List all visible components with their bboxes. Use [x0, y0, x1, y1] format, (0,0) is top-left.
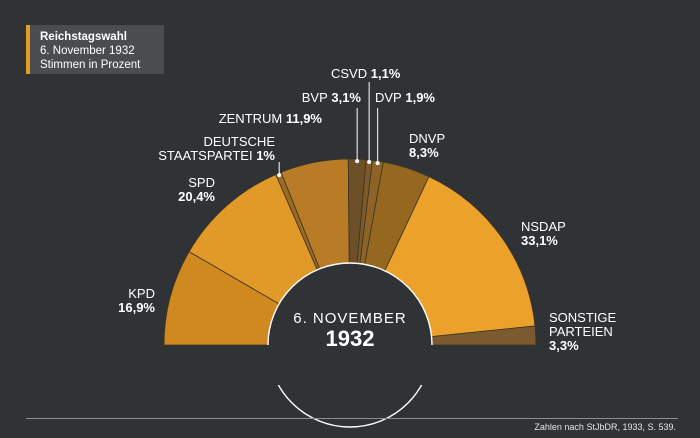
leader-dot-dstp [277, 173, 282, 178]
center-mask [262, 345, 438, 385]
label-bvp: BVP 3,1% [302, 90, 362, 105]
party-name-sonstige: SONSTIGE [549, 310, 617, 325]
label-line: 3,3% [549, 338, 579, 353]
label-line: STAATSPARTEI 1% [158, 148, 275, 163]
label-line: CSVD 1,1% [331, 66, 401, 81]
center-year-label: 1932 [326, 326, 375, 351]
party-value-bvp: 3,1% [328, 90, 362, 105]
party-name-kpd: KPD [128, 286, 155, 301]
chart-title: Reichstagswahl [40, 31, 127, 43]
label-line: KPD [128, 286, 155, 301]
chart-unit: Stimmen in Prozent [40, 59, 141, 71]
label-line: PARTEIEN [549, 324, 613, 339]
party-name-bvp: BVP [302, 90, 328, 105]
label-line: ZENTRUM 11,9% [219, 111, 323, 126]
leader-dot-dvp [375, 161, 380, 166]
party-name-dnvp: DNVP [409, 131, 445, 146]
label-line: SONSTIGE [549, 310, 617, 325]
party-name-dstp: STAATSPARTEI [158, 148, 252, 163]
label-line: DVP 1,9% [375, 90, 435, 105]
label-zentrum: ZENTRUM 11,9% [219, 111, 323, 126]
party-value-nsdap: 33,1% [521, 233, 558, 248]
label-line: DNVP [409, 131, 445, 146]
party-value-spd: 20,4% [178, 189, 215, 204]
title-box: Reichstagswahl 6. November 1932 Stimmen … [26, 25, 164, 74]
label-line: SPD [188, 175, 215, 190]
label-line: DEUTSCHE [203, 134, 275, 149]
label-line: BVP 3,1% [302, 90, 362, 105]
party-name-sonstige: PARTEIEN [549, 324, 613, 339]
party-value-sonstige: 3,3% [549, 338, 579, 353]
label-line: NSDAP [521, 219, 566, 234]
label-line: 16,9% [118, 300, 155, 315]
chart-subtitle: 6. November 1932 [40, 45, 135, 57]
label-dvp: DVP 1,9% [375, 90, 435, 105]
center-date-label: 6. NOVEMBER [293, 310, 407, 327]
party-value-dstp: 1% [253, 148, 276, 163]
party-name-dvp: DVP [375, 90, 402, 105]
party-name-dstp: DEUTSCHE [203, 134, 275, 149]
party-name-spd: SPD [188, 175, 215, 190]
party-value-dvp: 1,9% [402, 90, 436, 105]
label-line: 33,1% [521, 233, 558, 248]
footer-rule [26, 418, 678, 419]
source-note: Zahlen nach StJbDR, 1933, S. 539. [534, 422, 676, 432]
party-value-dnvp: 8,3% [409, 145, 439, 160]
label-csvd: CSVD 1,1% [331, 66, 401, 81]
party-name-nsdap: NSDAP [521, 219, 566, 234]
party-value-kpd: 16,9% [118, 300, 155, 315]
label-line: 20,4% [178, 189, 215, 204]
party-value-csvd: 1,1% [367, 66, 401, 81]
party-value-zentrum: 11,9% [282, 111, 322, 126]
leader-dot-csvd [367, 159, 372, 164]
leader-lines [277, 82, 380, 178]
label-line: 8,3% [409, 145, 439, 160]
party-name-csvd: CSVD [331, 66, 367, 81]
party-name-zentrum: ZENTRUM [219, 111, 283, 126]
leader-dot-bvp [355, 159, 360, 164]
